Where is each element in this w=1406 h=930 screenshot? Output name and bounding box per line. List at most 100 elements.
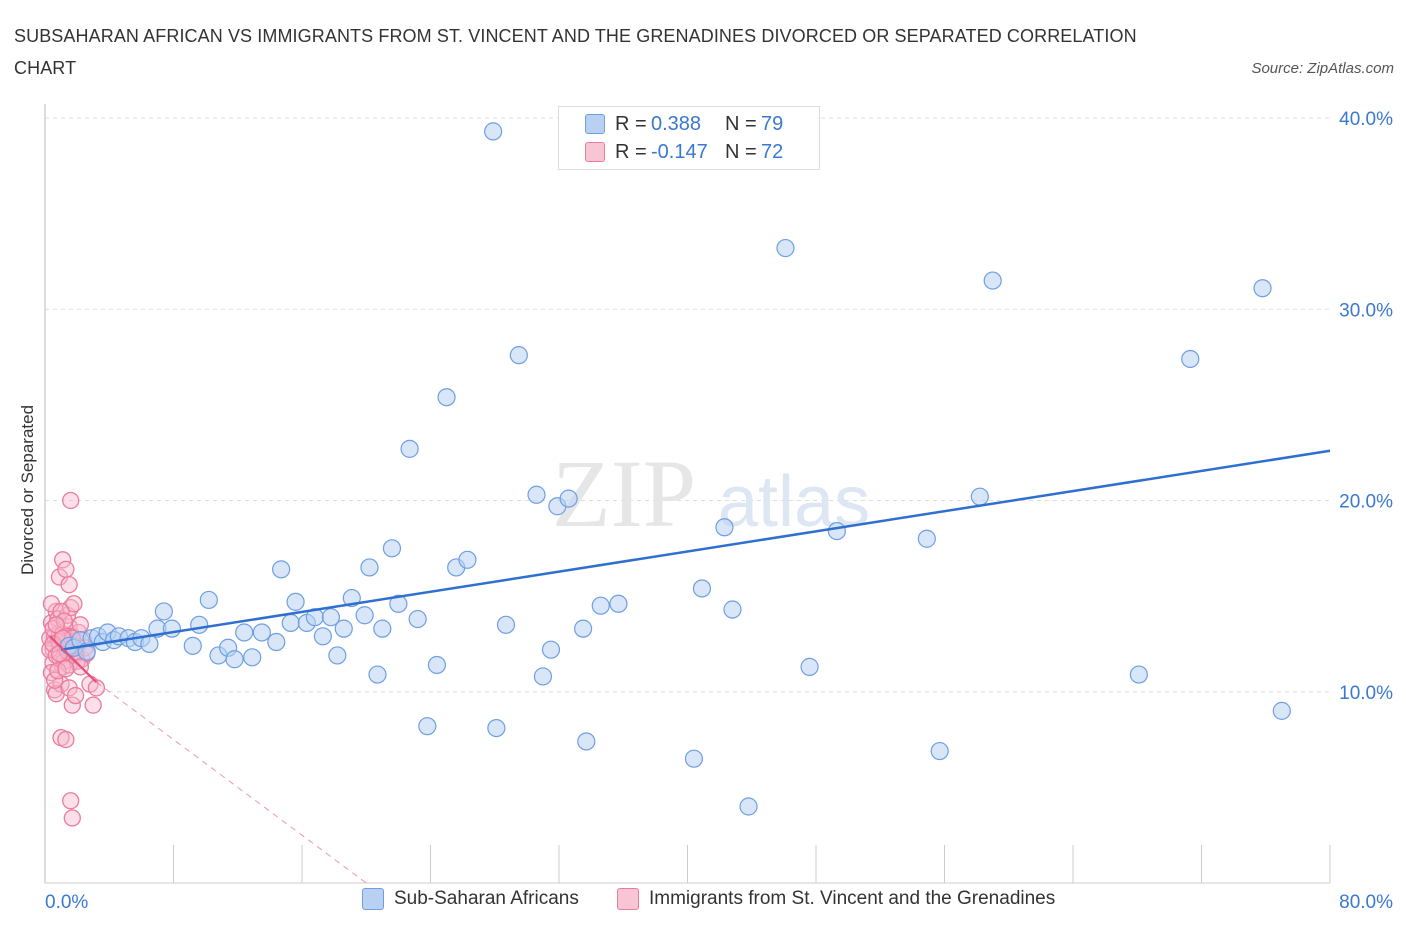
x-tick-label-end: 80.0% <box>1339 892 1393 913</box>
trend-lines <box>49 449 1331 884</box>
data-point-sub-saharan <box>1272 701 1291 720</box>
data-point-st-vincent <box>62 792 80 810</box>
data-point-sub-saharan <box>917 529 936 548</box>
y-tick-label: 40.0% <box>1339 109 1393 130</box>
data-point-sub-saharan <box>190 615 209 634</box>
data-point-sub-saharan <box>334 619 353 638</box>
y-tick-label: 30.0% <box>1339 300 1393 321</box>
legend-row-pink: R = -0.147 N = 72 <box>585 139 783 165</box>
data-point-sub-saharan <box>800 657 819 676</box>
source-label: Source: ZipAtlas.com <box>1251 60 1394 77</box>
chart-title: SUBSAHARAN AFRICAN VS IMMIGRANTS FROM ST… <box>14 26 1137 78</box>
data-point-st-vincent <box>54 551 72 569</box>
data-point-sub-saharan <box>437 388 456 407</box>
data-point-sub-saharan <box>281 613 300 633</box>
data-point-sub-saharan <box>1129 665 1148 684</box>
data-point-sub-saharan <box>684 749 704 768</box>
data-point-sub-saharan <box>715 518 734 537</box>
data-point-sub-saharan <box>225 650 244 669</box>
data-point-sub-saharan <box>930 741 949 761</box>
data-point-sub-saharan <box>533 667 553 686</box>
data-point-sub-saharan <box>267 632 286 652</box>
data-point-sub-saharan <box>739 797 758 816</box>
data-point-st-vincent <box>60 576 78 594</box>
legend-n-value: 72 <box>761 140 784 163</box>
y-tick-label: 10.0% <box>1339 683 1393 704</box>
trend-line-st-vincent <box>49 635 98 683</box>
data-point-sub-saharan <box>692 579 712 598</box>
legend-label-sub-saharan: Sub-Saharan Africans <box>394 888 579 909</box>
data-point-sub-saharan <box>400 439 419 458</box>
x-tick-label-start: 0.0% <box>45 892 88 913</box>
data-point-st-vincent <box>87 679 106 697</box>
data-point-sub-saharan <box>382 539 402 558</box>
correlation-legend: R = 0.388 N = 79 R = -0.147 N = 72 <box>558 106 820 170</box>
legend-n-value: 79 <box>761 112 784 135</box>
data-point-sub-saharan <box>235 623 254 642</box>
legend-row-blue: R = 0.388 N = 79 <box>585 111 783 137</box>
data-point-st-vincent <box>57 660 75 678</box>
data-point-sub-saharan <box>183 636 202 655</box>
data-point-sub-saharan <box>389 594 408 613</box>
data-point-sub-saharan <box>272 560 291 579</box>
legend-item-sub-saharan: Sub-Saharan Africans <box>362 888 579 910</box>
data-point-st-vincent <box>65 595 83 613</box>
legend-swatch-pink <box>617 888 639 910</box>
legend-r-value: 0.388 <box>651 112 702 135</box>
data-point-sub-saharan <box>162 619 181 638</box>
series-legend: Sub-Saharan Africans Immigrants from St.… <box>0 888 1406 916</box>
data-point-st-vincent <box>84 696 102 714</box>
data-point-st-vincent <box>66 686 85 705</box>
legend-item-st-vincent: Immigrants from St. Vincent and the Gren… <box>617 888 1055 910</box>
data-point-sub-saharan <box>286 592 305 611</box>
data-point-st-vincent <box>63 809 81 827</box>
data-point-sub-saharan <box>577 732 596 751</box>
data-point-sub-saharan <box>541 640 561 659</box>
data-point-sub-saharan <box>591 596 610 615</box>
legend-n-label: N = <box>725 140 757 163</box>
data-point-st-vincent <box>63 696 81 714</box>
data-point-sub-saharan <box>252 623 271 642</box>
data-point-sub-saharan <box>418 717 437 736</box>
data-point-sub-saharan <box>328 646 347 665</box>
data-point-sub-saharan <box>609 594 628 613</box>
data-point-st-vincent <box>57 730 75 749</box>
data-point-sub-saharan <box>360 558 379 577</box>
data-point-sub-saharan <box>723 600 742 619</box>
legend-n-label: N = <box>725 112 757 135</box>
y-tick-label: 20.0% <box>1339 492 1393 513</box>
trend-line-st-vincent-extrapolated <box>96 681 367 884</box>
legend-swatch-blue <box>585 114 605 134</box>
watermark-atlas: atlas <box>718 462 870 542</box>
legend-r-label: R = <box>615 112 647 135</box>
data-point-sub-saharan <box>776 238 795 258</box>
data-point-sub-saharan <box>527 485 546 504</box>
data-point-sub-saharan <box>827 521 846 541</box>
data-point-sub-saharan <box>487 718 506 738</box>
data-point-sub-saharan <box>368 665 387 684</box>
data-point-st-vincent <box>55 612 73 630</box>
axes <box>44 104 1330 884</box>
data-point-sub-saharan <box>970 487 989 506</box>
data-point-sub-saharan <box>983 271 1002 290</box>
legend-r-value: -0.147 <box>651 140 708 163</box>
y-tick-labels: 10.0% 20.0% 30.0% 40.0% <box>1339 109 1393 704</box>
data-point-sub-saharan <box>355 606 374 625</box>
data-point-st-vincent <box>45 671 64 689</box>
data-point-st-vincent <box>52 602 70 621</box>
data-point-sub-saharan <box>321 608 341 627</box>
legend-swatch-pink <box>585 142 605 162</box>
data-point-sub-saharan <box>484 122 503 141</box>
legend-r-label: R = <box>615 140 647 163</box>
legend-swatch-blue <box>362 888 384 910</box>
data-point-sub-saharan <box>1253 279 1272 298</box>
data-point-st-vincent <box>57 560 75 578</box>
data-point-sub-saharan <box>573 619 593 638</box>
data-point-st-vincent <box>62 491 80 510</box>
data-point-sub-saharan <box>313 627 332 646</box>
data-point-sub-saharan <box>199 590 218 610</box>
data-point-sub-saharan <box>373 619 392 638</box>
data-point-sub-saharan <box>1181 349 1200 369</box>
data-point-sub-saharan <box>509 346 528 365</box>
